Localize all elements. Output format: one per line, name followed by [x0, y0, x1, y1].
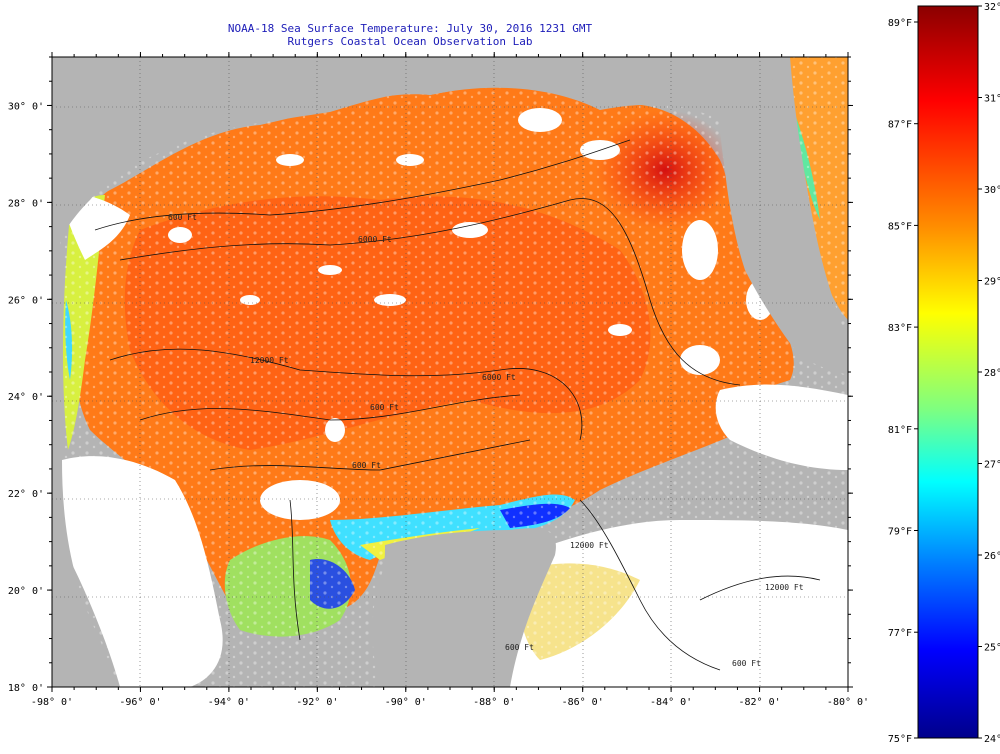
lat-tick-label: 20° 0' — [8, 586, 44, 597]
colorbar-f-label: 75°F — [888, 734, 912, 745]
latitude-axis-labels: 18° 0' 20° 0' 22° 0' 24° 0' 26° 0' 28° 0' 30° … — [8, 101, 44, 694]
contour-depth-label: 12000 Ft — [765, 583, 804, 592]
colorbar-c-label: 26°C — [984, 551, 1000, 562]
lat-tick-label: 28° 0' — [8, 198, 44, 209]
lat-tick-label: 30° 0' — [8, 101, 44, 112]
lat-tick-label: 26° 0' — [8, 295, 44, 306]
colorbar-f-label: 79°F — [888, 527, 912, 538]
lon-tick-label: -86° 0' — [562, 697, 604, 708]
yucatan-land — [372, 528, 556, 687]
contour-depth-label: 600 Ft — [352, 461, 381, 470]
contour-depth-label: 600 Ft — [370, 403, 399, 412]
colorbar-f-label: 83°F — [888, 323, 912, 334]
sea-surface-layer: 600 Ft 6000 Ft 12000 Ft 600 Ft 6000 Ft 600 Ft… — [52, 57, 848, 687]
lon-tick-label: -84° 0' — [650, 697, 692, 708]
lon-tick-label: -80° 0' — [827, 697, 869, 708]
contour-depth-label: 6000 Ft — [482, 373, 516, 382]
lon-tick-label: -92° 0' — [296, 697, 338, 708]
colorbar-c-label: 29°C — [984, 277, 1000, 288]
temperature-colorbar — [917, 5, 979, 739]
colorbar-f-label: 89°F — [888, 18, 912, 29]
colorbar-c-label: 31°C — [984, 94, 1000, 105]
colorbar-f-label: 85°F — [888, 221, 912, 232]
contour-labels: 600 Ft 6000 Ft 12000 Ft 600 Ft 6000 Ft 600 Ft… — [168, 213, 804, 668]
contour-depth-label: 600 Ft — [505, 643, 534, 652]
contour-depth-label: 12000 Ft — [250, 356, 289, 365]
axis-ticks — [47, 52, 853, 692]
lat-tick-label: 22° 0' — [8, 489, 44, 500]
contour-depth-label: 6000 Ft — [358, 235, 392, 244]
longitude-axis-labels: -98° 0' -96° 0' -94° 0' -92° 0' -90° 0' -88° … — [31, 697, 869, 708]
lon-tick-label: -94° 0' — [208, 697, 250, 708]
map-subtitle: Rutgers Coastal Ocean Observation Lab — [287, 35, 533, 48]
bathymetry-contours — [94, 139, 821, 671]
colorbar-f-label: 87°F — [888, 120, 912, 131]
colorbar-c-label: 27°C — [984, 460, 1000, 471]
us-gulf-coast-land — [52, 57, 780, 240]
contour-depth-label: 600 Ft — [168, 213, 197, 222]
lat-tick-label: 18° 0' — [8, 683, 44, 694]
colorbar-f-label: 81°F — [888, 425, 912, 436]
colorbar-fahrenheit-labels: 89°F 87°F 85°F 83°F 81°F 79°F 77°F 75°F — [888, 18, 918, 745]
lon-tick-label: -90° 0' — [385, 697, 427, 708]
colorbar-c-label: 32°C — [984, 2, 1000, 13]
colorbar-f-label: 77°F — [888, 628, 912, 639]
contour-depth-label: 600 Ft — [732, 659, 761, 668]
graticule — [52, 57, 848, 687]
contour-depth-label: 12000 Ft — [570, 541, 609, 550]
lon-tick-label: -88° 0' — [473, 697, 515, 708]
colorbar-c-label: 25°C — [984, 643, 1000, 654]
colorbar-c-label: 28°C — [984, 368, 1000, 379]
lon-tick-label: -96° 0' — [119, 697, 161, 708]
florida-land — [720, 57, 848, 375]
colorbar-c-label: 30°C — [984, 185, 1000, 196]
lon-tick-label: -98° 0' — [31, 697, 73, 708]
mexico-west-land — [52, 240, 120, 687]
colorbar-c-label: 24°C — [984, 734, 1000, 745]
map-title: NOAA-18 Sea Surface Temperature: July 30… — [227, 22, 593, 35]
lon-tick-label: -82° 0' — [738, 697, 780, 708]
lat-tick-label: 24° 0' — [8, 392, 44, 403]
colorbar-celsius-labels: 32°C 31°C 30°C 29°C 28°C 27°C 26°C 25°C 24°C — [978, 2, 1000, 745]
